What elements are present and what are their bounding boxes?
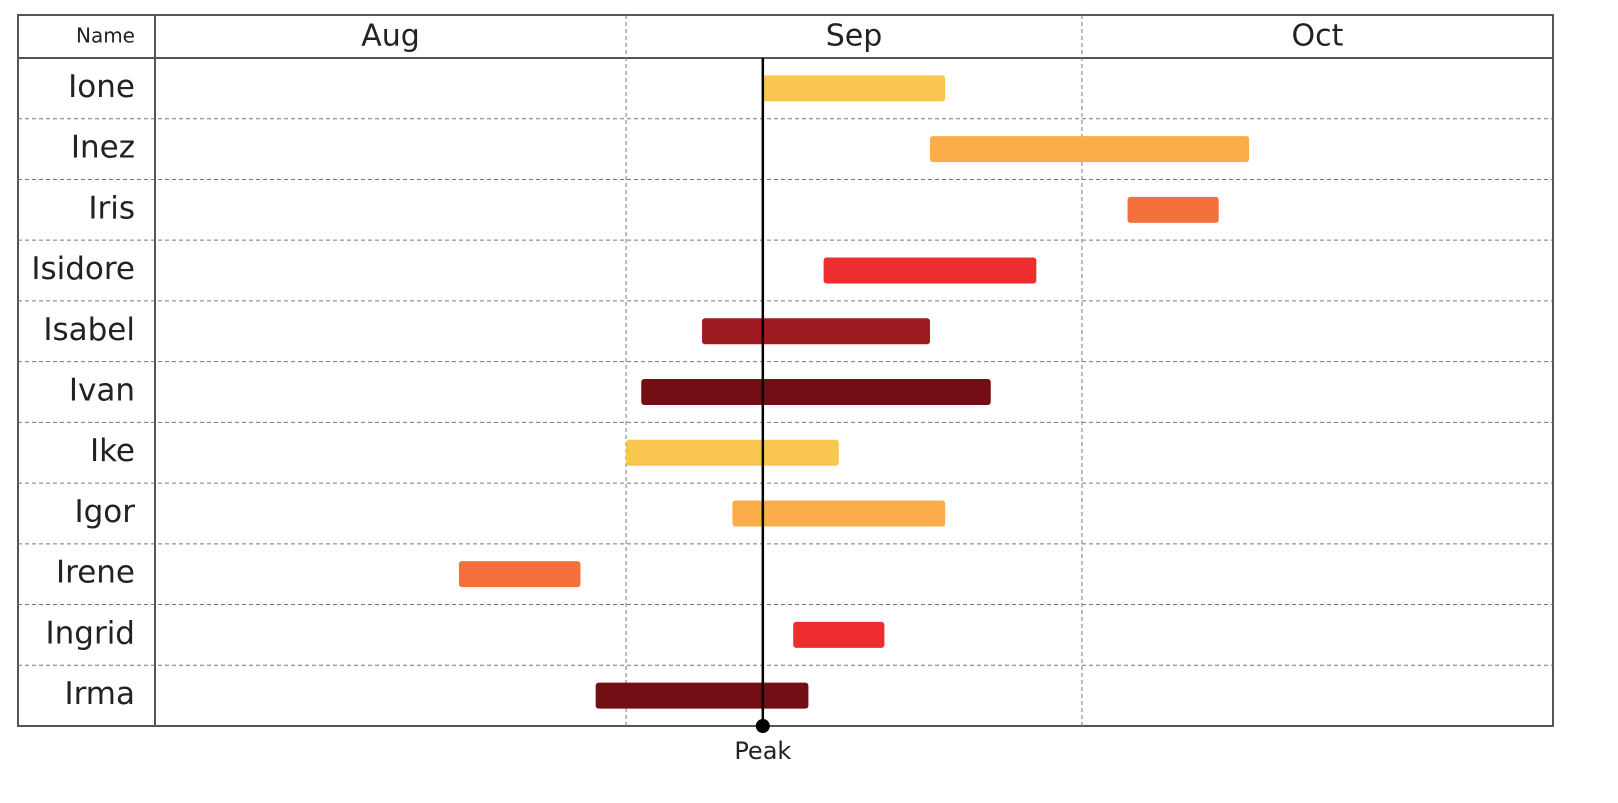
row-label: Ingrid	[45, 615, 135, 651]
month-label: Sep	[826, 19, 883, 54]
frame	[17, 14, 1554, 727]
row-label: Ike	[90, 433, 135, 469]
bar	[793, 621, 885, 648]
bar	[702, 318, 930, 345]
row-label: Isidore	[31, 251, 135, 287]
marker-label: Peak	[734, 737, 791, 765]
bar	[823, 257, 1037, 284]
bar	[458, 561, 581, 588]
bar	[1127, 196, 1219, 223]
row-label: Irene	[56, 555, 135, 591]
marker-dot	[755, 719, 770, 733]
bar	[929, 136, 1250, 163]
bar	[732, 500, 946, 527]
row-label: Ione	[68, 69, 135, 105]
row-label: Inez	[71, 130, 135, 166]
month-label: Oct	[1292, 19, 1344, 54]
name-header: Name	[76, 24, 135, 48]
bar	[641, 379, 991, 405]
bar	[762, 75, 946, 102]
bar	[626, 439, 839, 466]
month-label: Aug	[361, 19, 420, 54]
row-label: Iris	[88, 190, 135, 226]
bar	[595, 682, 809, 709]
row-label: Irma	[64, 676, 135, 712]
row-label: Ivan	[69, 373, 135, 409]
row-label: Isabel	[43, 312, 135, 348]
row-label: Igor	[74, 494, 135, 530]
